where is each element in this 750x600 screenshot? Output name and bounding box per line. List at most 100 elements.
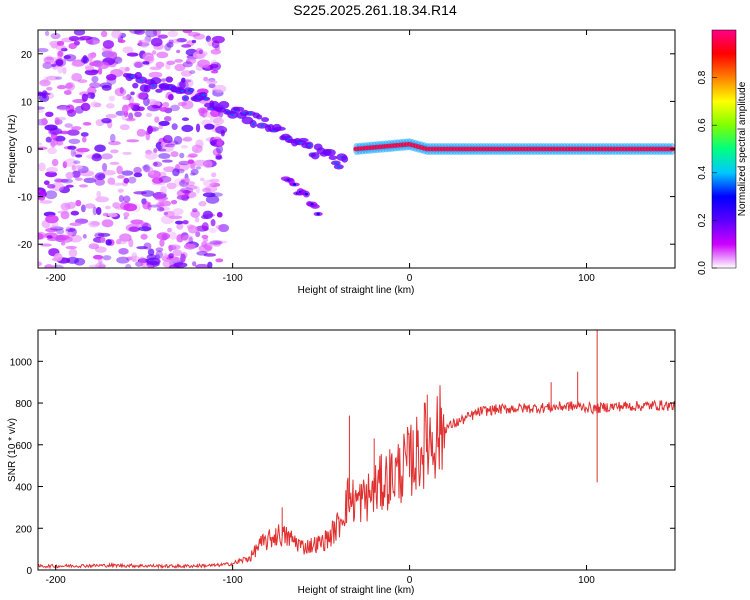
colorbar-tick-label: 0.8 xyxy=(697,70,708,84)
noise-blob xyxy=(66,256,79,264)
trace-core xyxy=(201,93,205,97)
descending-trace xyxy=(122,71,349,170)
noise-blob xyxy=(71,170,81,178)
noise-blob xyxy=(39,79,51,87)
noise-blob xyxy=(105,239,112,246)
noise-blob xyxy=(195,48,204,55)
noise-blob xyxy=(95,262,106,268)
noise-blob xyxy=(95,196,110,203)
noise-blob xyxy=(171,123,178,131)
noise-blob xyxy=(170,199,178,205)
noise-blob xyxy=(44,264,54,268)
noise-blob xyxy=(158,120,170,127)
trace-blob xyxy=(298,137,309,143)
noise-blob xyxy=(167,30,179,38)
noise-blob xyxy=(62,161,68,169)
noise-blob xyxy=(89,61,98,67)
noise-blob xyxy=(55,138,64,146)
trace-core xyxy=(334,161,338,165)
noise-blob xyxy=(216,144,224,154)
noise-blob xyxy=(89,82,101,89)
noise-blob xyxy=(130,219,144,225)
noise-blob xyxy=(43,56,55,64)
noise-blob xyxy=(133,166,142,174)
noise-blob xyxy=(40,243,53,247)
noise-blob xyxy=(201,241,208,248)
noise-blob xyxy=(44,30,50,37)
noise-blob xyxy=(114,87,127,97)
noise-blob xyxy=(209,63,219,69)
noise-blob xyxy=(191,39,197,44)
noise-blob xyxy=(141,222,149,228)
noise-blob xyxy=(71,61,85,67)
noise-blob xyxy=(176,222,184,230)
noise-blob xyxy=(68,42,77,50)
noise-blob xyxy=(213,84,227,93)
trace-blob xyxy=(218,100,230,109)
noise-blob xyxy=(179,187,194,194)
noise-blob xyxy=(152,104,159,109)
noise-blob xyxy=(193,159,208,167)
noise-blob xyxy=(143,97,150,107)
y-tick-label: 600 xyxy=(15,441,32,452)
noise-blob xyxy=(91,75,99,83)
noise-blob xyxy=(174,63,186,72)
trace-blob xyxy=(328,155,338,161)
noise-blob xyxy=(182,30,193,34)
noise-blob xyxy=(181,77,186,83)
trace-core xyxy=(231,113,235,117)
noise-blob xyxy=(82,234,87,239)
noise-blob xyxy=(40,79,50,84)
noise-blob xyxy=(208,83,216,89)
noise-blob xyxy=(38,142,43,146)
trace-core xyxy=(248,112,252,115)
noise-blob xyxy=(38,93,50,103)
noise-blob xyxy=(205,35,211,43)
noise-blob xyxy=(176,189,190,198)
noise-blob xyxy=(162,135,173,144)
noise-blob xyxy=(173,178,186,187)
noise-blob xyxy=(53,253,63,262)
noise-blob xyxy=(63,55,71,60)
noise-blob xyxy=(177,80,189,89)
y-tick-label: 0 xyxy=(26,566,32,577)
noise-blob xyxy=(75,147,90,153)
noise-blob xyxy=(156,51,169,59)
noise-blob xyxy=(54,178,69,183)
noise-blob xyxy=(142,201,151,210)
noise-blob xyxy=(155,247,164,252)
noise-blob xyxy=(82,121,92,126)
noise-blob xyxy=(161,159,173,163)
noise-blob xyxy=(128,226,139,232)
noise-blob xyxy=(152,30,161,37)
noise-blob xyxy=(142,60,150,65)
noise-blob xyxy=(129,30,143,34)
noise-blob xyxy=(59,186,71,194)
noise-blob xyxy=(155,61,165,68)
noise-blob xyxy=(159,106,169,112)
y-tick-label: 10 xyxy=(21,97,33,108)
noise-blob xyxy=(130,91,135,96)
noise-blob xyxy=(65,245,78,250)
noise-blob xyxy=(80,204,86,213)
noise-blob xyxy=(54,117,60,125)
noise-blob xyxy=(84,203,96,209)
colorbar-tick-label: 0.6 xyxy=(697,118,708,132)
noise-blob xyxy=(39,200,53,204)
noise-blob xyxy=(83,177,97,184)
noise-blob xyxy=(212,117,225,125)
noise-blob xyxy=(184,78,194,88)
noise-blob xyxy=(102,212,110,217)
noise-blob xyxy=(109,133,116,143)
noise-blob xyxy=(108,95,116,102)
noise-blob xyxy=(101,84,112,91)
noise-blob xyxy=(51,182,64,192)
noise-blob xyxy=(133,191,147,195)
noise-blob xyxy=(74,218,89,224)
noise-blob xyxy=(60,211,70,220)
noise-blob xyxy=(176,49,181,54)
noise-blob xyxy=(145,30,158,38)
noise-blob xyxy=(190,210,201,218)
noise-blob xyxy=(160,78,167,82)
